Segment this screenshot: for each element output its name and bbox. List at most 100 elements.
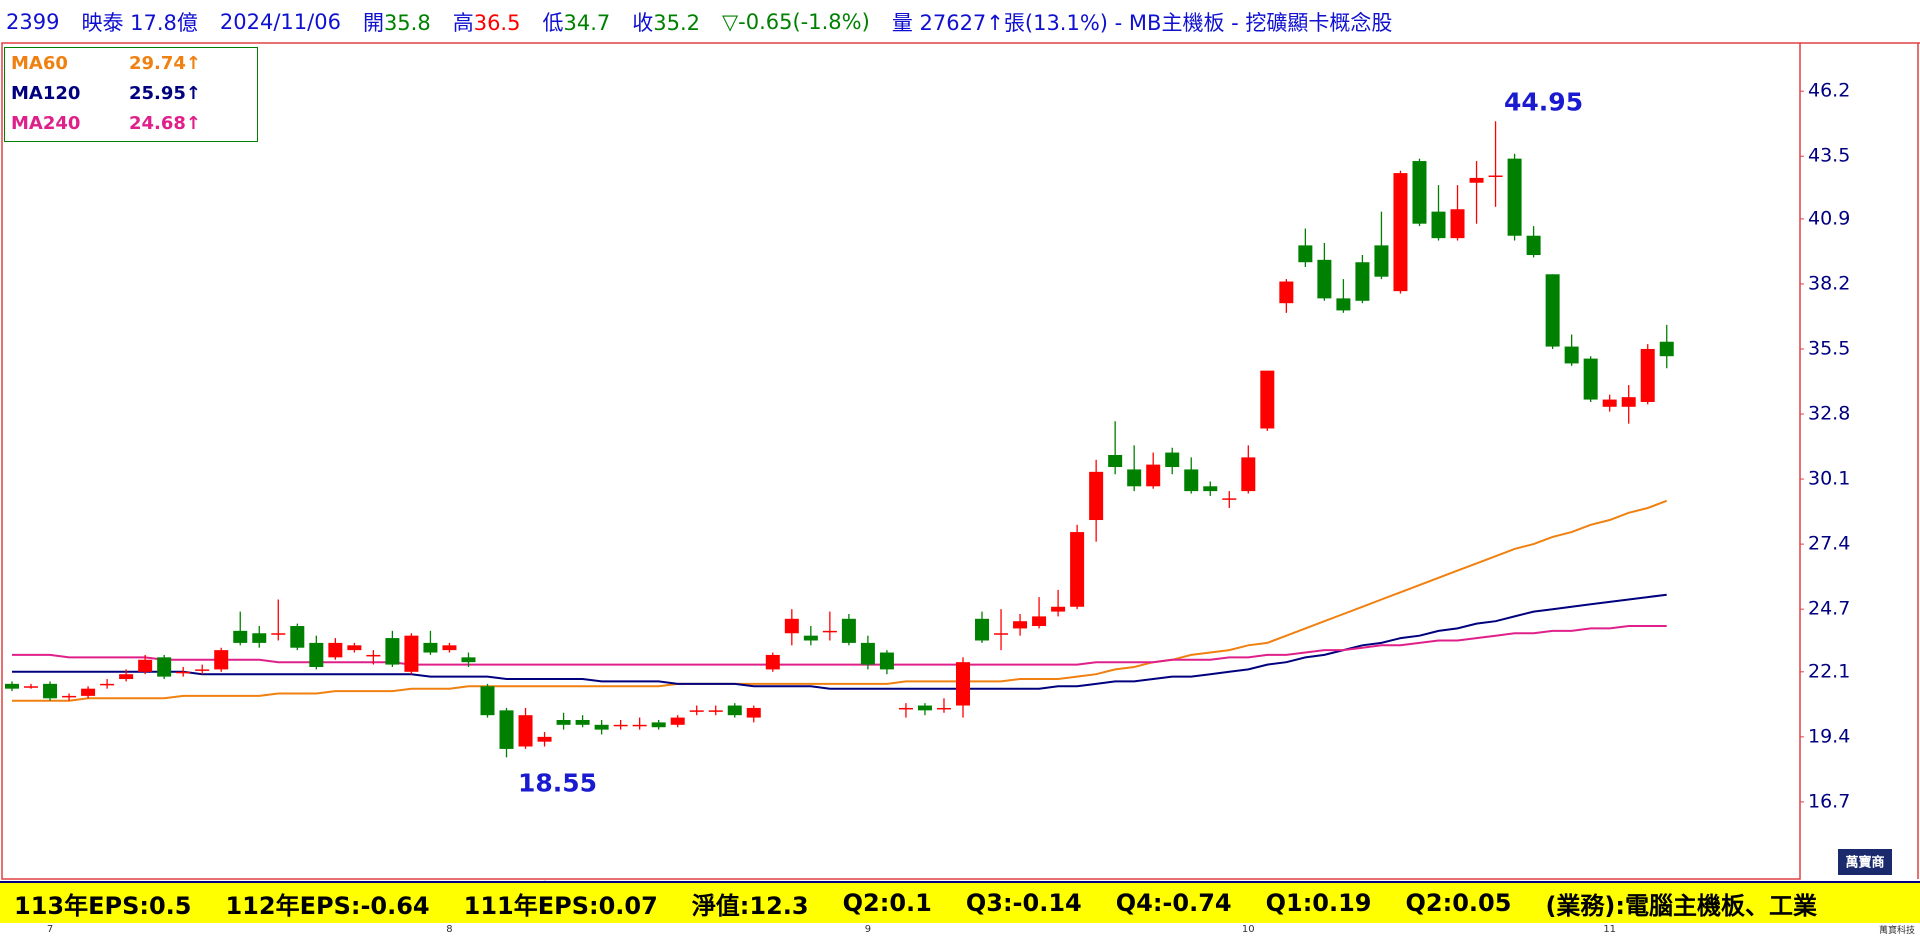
eps-item: (業務):電腦主機板、工業	[1545, 891, 1817, 920]
candle-body	[43, 683, 58, 699]
candle-body	[575, 719, 590, 725]
header-field: 2399	[6, 10, 60, 34]
candle-body	[994, 633, 1009, 635]
x-tick-label: 11	[1603, 924, 1616, 935]
candle-body	[1298, 245, 1313, 263]
candle-body	[100, 683, 115, 686]
legend-name: MA60	[11, 52, 68, 74]
candle-body	[1165, 452, 1180, 468]
candle-body	[233, 630, 248, 643]
y-tick-label: 38.2	[1808, 272, 1850, 294]
candle-body	[518, 715, 533, 747]
candle-body	[404, 635, 419, 672]
candle-body	[1089, 471, 1104, 521]
candle-body	[157, 657, 172, 677]
candle-body	[81, 688, 96, 696]
candle-body	[1393, 173, 1408, 292]
header: 2399 映泰 17.8億 2024/11/06 開35.8 高36.5 低34.7 收35…	[6, 6, 1414, 38]
candle-body	[309, 642, 324, 667]
candle-body	[1564, 346, 1579, 364]
candle-body	[898, 707, 913, 710]
eps-item: Q1:0.19	[1265, 889, 1372, 917]
candle-body	[689, 710, 704, 712]
y-tick-label: 24.7	[1808, 598, 1850, 620]
candle-body	[138, 659, 153, 672]
eps-bar: 113年EPS:0.5 112年EPS:-0.64 111年EPS:0.07 淨值:1…	[0, 881, 1920, 923]
candle-body	[556, 719, 571, 725]
eps-item: 113年EPS:0.5	[14, 891, 192, 920]
candle-body	[841, 618, 856, 643]
eps-item: Q3:-0.14	[965, 889, 1082, 917]
candle-body	[613, 724, 628, 727]
x-tick-label: 8	[446, 924, 452, 935]
candle-body	[385, 638, 400, 665]
legend-row: MA240 24.68↑	[5, 108, 257, 138]
candle-body	[746, 707, 761, 718]
candle-body	[651, 722, 666, 728]
candle-body	[1602, 399, 1617, 407]
candle-body	[670, 717, 685, 725]
candle-body	[879, 652, 894, 670]
y-tick-label: 22.1	[1808, 660, 1850, 682]
candle-body	[214, 650, 229, 670]
legend-name: MA240	[11, 112, 81, 134]
header-field: 35.2	[653, 11, 700, 35]
legend-row: MA60 29.74↑	[5, 48, 257, 78]
candle-body	[1355, 262, 1370, 301]
candle-body	[24, 686, 39, 688]
ma-line	[12, 593, 1667, 690]
candle-body	[1051, 606, 1066, 612]
header-group: 2399	[6, 10, 59, 34]
y-tick-label: 32.8	[1808, 403, 1850, 425]
candle-body	[480, 686, 495, 716]
eps-item: 111年EPS:0.07	[463, 891, 658, 920]
plot-frame	[1, 42, 1801, 880]
candle-body	[1241, 457, 1256, 492]
candle-body	[1621, 397, 1636, 407]
header-field: 映泰 17.8億	[81, 11, 198, 35]
brand: 萬寶科技	[1879, 924, 1915, 936]
legend-name: MA120	[11, 82, 81, 104]
eps-item: 淨值:12.3	[691, 891, 809, 920]
candle-body	[442, 645, 457, 651]
candle-body	[252, 633, 267, 643]
candle-body	[822, 630, 837, 633]
candle-body	[632, 724, 647, 727]
candle-body	[727, 705, 742, 716]
candle-body	[271, 633, 286, 635]
candle-body	[1260, 370, 1275, 429]
candle-body	[784, 618, 799, 634]
candle-body	[1545, 274, 1560, 347]
y-tick-label: 27.4	[1808, 533, 1850, 555]
candle-body	[62, 695, 77, 698]
eps-item: Q2:0.05	[1405, 889, 1512, 917]
y-tick-label: 19.4	[1808, 725, 1850, 747]
candle-body	[176, 671, 191, 674]
candle-body	[1659, 341, 1674, 357]
eps-item: 112年EPS:-0.64	[225, 891, 430, 920]
candle-body	[860, 642, 875, 665]
candle-body	[708, 710, 723, 712]
x-tick-label: 7	[47, 924, 53, 935]
candle-body	[956, 662, 970, 706]
candle-body	[1469, 177, 1484, 183]
candle-body	[803, 635, 818, 641]
candle-body	[917, 705, 932, 711]
y-tick-label: 43.5	[1808, 145, 1850, 167]
candle-body	[1450, 209, 1465, 239]
candle-body	[765, 654, 780, 670]
candle-body	[1507, 158, 1522, 236]
header-field: 35.8	[383, 11, 431, 35]
candle-body	[1203, 486, 1218, 492]
y-tick-label: 46.2	[1808, 80, 1850, 102]
candle-body	[1583, 358, 1598, 400]
candle-body	[975, 618, 990, 641]
header-field: ▽-0.65(-1.8%)	[722, 10, 870, 34]
header-field: 34.7	[563, 11, 611, 35]
candle-body	[1317, 259, 1332, 299]
header-field: 高	[452, 11, 474, 35]
candle-body	[1526, 235, 1541, 256]
candle-body	[1640, 348, 1655, 402]
header-field: 收	[632, 11, 654, 35]
